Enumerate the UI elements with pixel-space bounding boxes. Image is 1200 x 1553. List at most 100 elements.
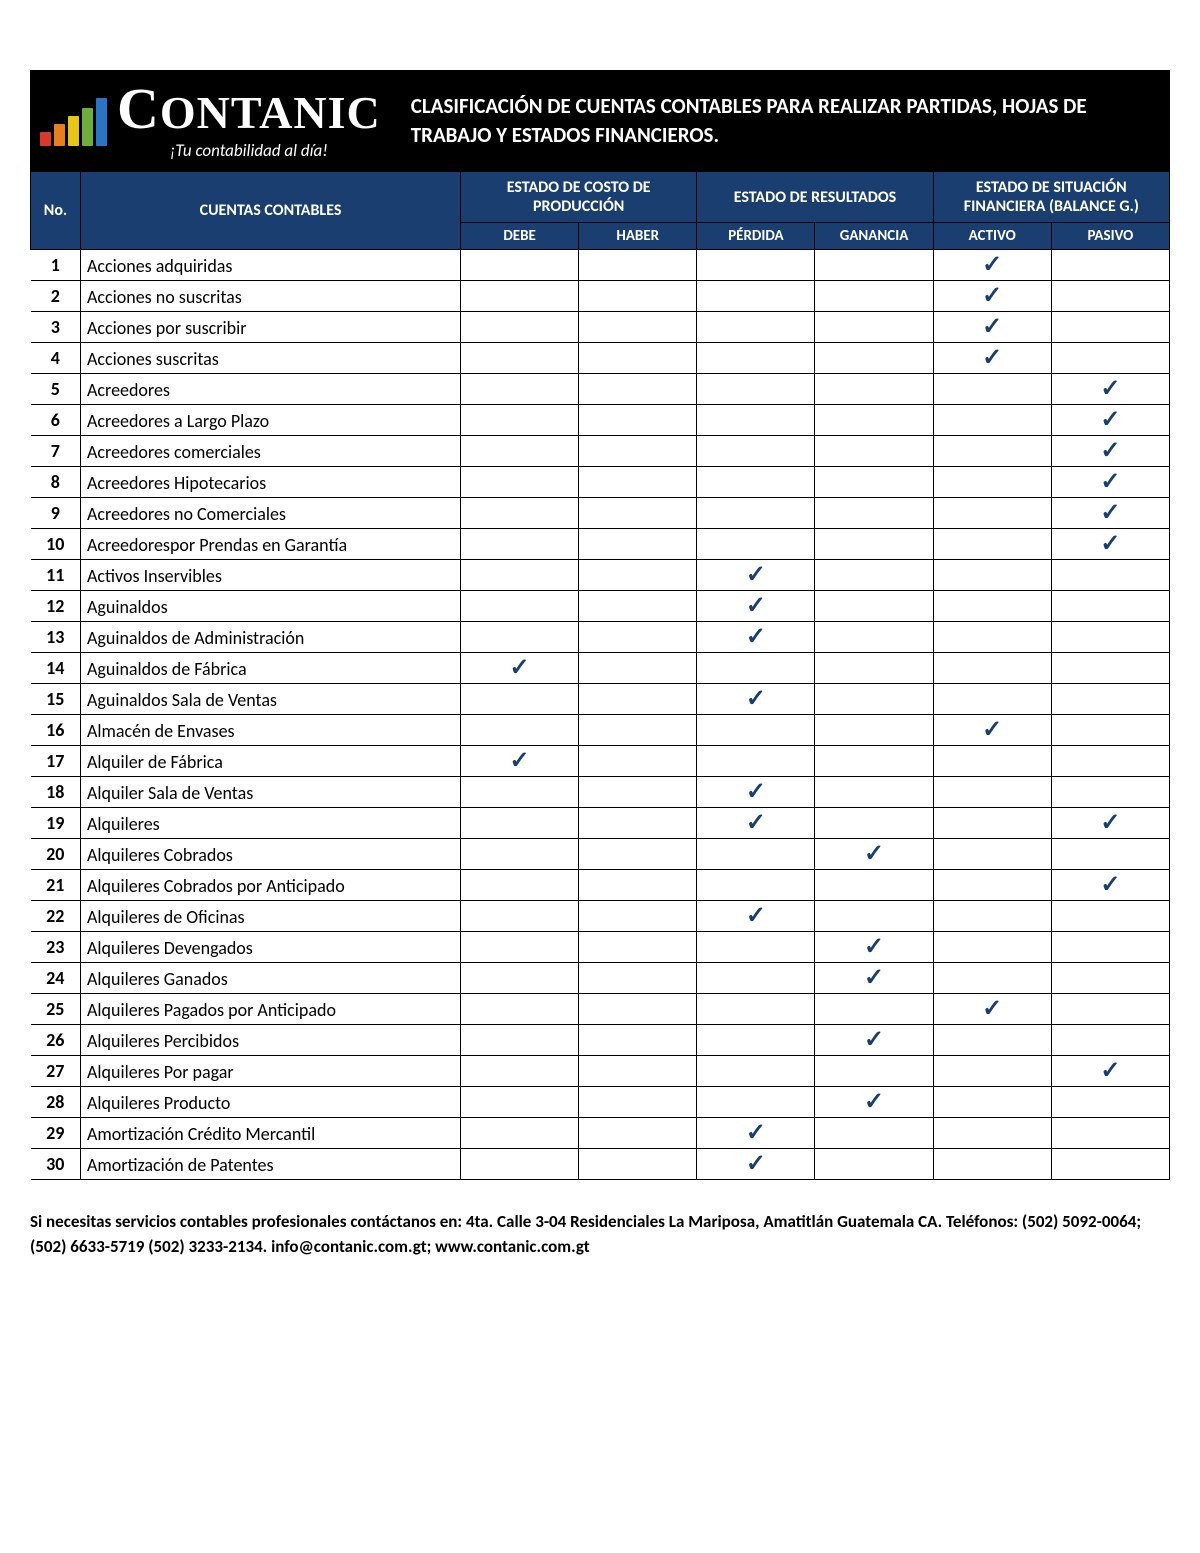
row-account-name: Almacén de Envases — [81, 715, 461, 746]
col-header-accounts: CUENTAS CONTABLES — [81, 172, 461, 250]
logo-text: CONTANIC ¡Tu contabilidad al día! — [117, 80, 381, 161]
logo-block: CONTANIC ¡Tu contabilidad al día! — [40, 80, 381, 161]
row-activo-cell — [933, 932, 1051, 963]
row-debe-cell — [461, 932, 579, 963]
row-haber-cell — [579, 1118, 697, 1149]
row-activo-cell: ✓ — [933, 715, 1051, 746]
row-no: 15 — [31, 684, 81, 715]
row-ganancia-cell — [815, 312, 933, 343]
row-debe-cell — [461, 467, 579, 498]
row-no: 2 — [31, 281, 81, 312]
row-no: 30 — [31, 1149, 81, 1180]
row-no: 26 — [31, 1025, 81, 1056]
row-ganancia-cell — [815, 994, 933, 1025]
row-debe-cell — [461, 1056, 579, 1087]
row-debe-cell — [461, 963, 579, 994]
row-ganancia-cell — [815, 808, 933, 839]
row-perdida-cell — [697, 467, 815, 498]
col-header-ganancia: GANANCIA — [815, 223, 933, 250]
row-perdida-cell — [697, 281, 815, 312]
row-haber-cell — [579, 250, 697, 281]
row-account-name: Alquileres Producto — [81, 1087, 461, 1118]
row-debe-cell — [461, 1087, 579, 1118]
row-ganancia-cell: ✓ — [815, 1087, 933, 1118]
row-perdida-cell: ✓ — [697, 684, 815, 715]
row-ganancia-cell — [815, 281, 933, 312]
row-no: 8 — [31, 467, 81, 498]
row-pasivo-cell — [1051, 560, 1169, 591]
row-perdida-cell: ✓ — [697, 901, 815, 932]
row-pasivo-cell: ✓ — [1051, 467, 1169, 498]
row-perdida-cell — [697, 932, 815, 963]
row-perdida-cell — [697, 374, 815, 405]
row-no: 22 — [31, 901, 81, 932]
row-haber-cell — [579, 498, 697, 529]
row-activo-cell: ✓ — [933, 281, 1051, 312]
row-haber-cell — [579, 963, 697, 994]
row-no: 10 — [31, 529, 81, 560]
col-header-no: No. — [31, 172, 81, 250]
row-ganancia-cell — [815, 436, 933, 467]
row-activo-cell — [933, 839, 1051, 870]
row-perdida-cell — [697, 529, 815, 560]
row-debe-cell — [461, 839, 579, 870]
row-pasivo-cell: ✓ — [1051, 808, 1169, 839]
row-pasivo-cell — [1051, 250, 1169, 281]
row-no: 9 — [31, 498, 81, 529]
row-account-name: Alquileres de Oficinas — [81, 901, 461, 932]
col-header-activo: ACTIVO — [933, 223, 1051, 250]
row-activo-cell — [933, 467, 1051, 498]
row-debe-cell — [461, 994, 579, 1025]
row-debe-cell — [461, 250, 579, 281]
table-row: 5Acreedores✓ — [31, 374, 1170, 405]
row-ganancia-cell — [815, 715, 933, 746]
row-account-name: Aguinaldos — [81, 591, 461, 622]
row-debe-cell — [461, 405, 579, 436]
row-account-name: Alquileres Pagados por Anticipado — [81, 994, 461, 1025]
row-haber-cell — [579, 932, 697, 963]
col-header-group-balance: ESTADO DE SITUACIÓN FINANCIERA (BALANCE … — [933, 172, 1169, 223]
row-perdida-cell: ✓ — [697, 591, 815, 622]
row-haber-cell — [579, 281, 697, 312]
row-ganancia-cell: ✓ — [815, 963, 933, 994]
row-perdida-cell — [697, 250, 815, 281]
table-row: 7Acreedores comerciales✓ — [31, 436, 1170, 467]
col-header-perdida: PÉRDIDA — [697, 223, 815, 250]
row-haber-cell — [579, 901, 697, 932]
row-no: 16 — [31, 715, 81, 746]
row-haber-cell — [579, 560, 697, 591]
row-no: 27 — [31, 1056, 81, 1087]
table-row: 6Acreedores a Largo Plazo✓ — [31, 405, 1170, 436]
row-perdida-cell — [697, 312, 815, 343]
row-perdida-cell: ✓ — [697, 808, 815, 839]
row-debe-cell — [461, 870, 579, 901]
row-account-name: Acciones no suscritas — [81, 281, 461, 312]
row-haber-cell — [579, 436, 697, 467]
row-haber-cell — [579, 715, 697, 746]
row-haber-cell — [579, 1149, 697, 1180]
row-account-name: Aguinaldos Sala de Ventas — [81, 684, 461, 715]
row-ganancia-cell — [815, 1149, 933, 1180]
table-row: 16Almacén de Envases ✓ — [31, 715, 1170, 746]
table-row: 18Alquiler Sala de Ventas✓ — [31, 777, 1170, 808]
row-activo-cell — [933, 870, 1051, 901]
table-row: 13Aguinaldos de Administración✓ — [31, 622, 1170, 653]
row-ganancia-cell — [815, 746, 933, 777]
row-perdida-cell: ✓ — [697, 560, 815, 591]
row-pasivo-cell — [1051, 591, 1169, 622]
row-pasivo-cell: ✓ — [1051, 405, 1169, 436]
row-debe-cell — [461, 1118, 579, 1149]
row-ganancia-cell: ✓ — [815, 932, 933, 963]
table-row: 28Alquileres Producto✓ — [31, 1087, 1170, 1118]
row-no: 3 — [31, 312, 81, 343]
row-no: 6 — [31, 405, 81, 436]
row-ganancia-cell — [815, 684, 933, 715]
row-no: 4 — [31, 343, 81, 374]
row-ganancia-cell — [815, 529, 933, 560]
row-pasivo-cell — [1051, 653, 1169, 684]
page-title: CLASIFICACIÓN DE CUENTAS CONTABLES PARA … — [411, 92, 1150, 149]
logo-bars-icon — [40, 96, 107, 146]
row-activo-cell — [933, 901, 1051, 932]
row-account-name: Acciones por suscribir — [81, 312, 461, 343]
row-activo-cell — [933, 808, 1051, 839]
